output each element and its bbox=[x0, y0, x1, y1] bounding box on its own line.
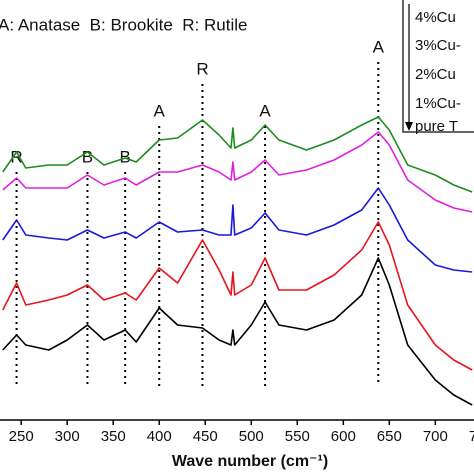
x-tick-label: 250 bbox=[9, 428, 34, 445]
annotation: A: Anatase B: Brookite R: Rutile bbox=[0, 15, 247, 34]
peak-label: B bbox=[82, 147, 93, 166]
x-tick-label: 550 bbox=[285, 428, 310, 445]
legend-entry: pure T bbox=[415, 118, 458, 135]
x-tick-label: 300 bbox=[55, 428, 80, 445]
spectrum-line bbox=[2, 257, 473, 406]
peak-label: R bbox=[10, 147, 22, 166]
legend-entry: 1%Cu- bbox=[415, 95, 461, 112]
spectrum-line bbox=[2, 187, 473, 273]
peak-label: R bbox=[196, 59, 208, 78]
spectrum-line bbox=[2, 116, 473, 193]
legend-entry: 3%Cu- bbox=[415, 37, 461, 54]
x-tick-label: 350 bbox=[101, 428, 126, 445]
x-tick-label: 650 bbox=[377, 428, 402, 445]
legend-entry: 2%Cu bbox=[415, 66, 456, 83]
x-tick-label: 600 bbox=[331, 428, 356, 445]
peak-label: B bbox=[120, 147, 131, 166]
peak-label: A bbox=[259, 101, 271, 120]
x-tick-label: 500 bbox=[239, 428, 264, 445]
spectrum-line bbox=[2, 221, 473, 371]
legend-box bbox=[402, 0, 474, 133]
x-tick-label: 400 bbox=[147, 428, 172, 445]
peak-label: A bbox=[373, 37, 385, 56]
legend-entry: 4%Cu bbox=[415, 9, 456, 26]
legend-arrowhead bbox=[405, 122, 413, 131]
x-tick-label: 750 bbox=[469, 428, 474, 445]
x-axis-label: Wave number (cm⁻¹) bbox=[172, 453, 328, 470]
x-tick-label: 450 bbox=[193, 428, 218, 445]
peak-label: A bbox=[154, 101, 166, 120]
spectrum-line bbox=[2, 131, 473, 213]
x-tick-label: 700 bbox=[423, 428, 448, 445]
